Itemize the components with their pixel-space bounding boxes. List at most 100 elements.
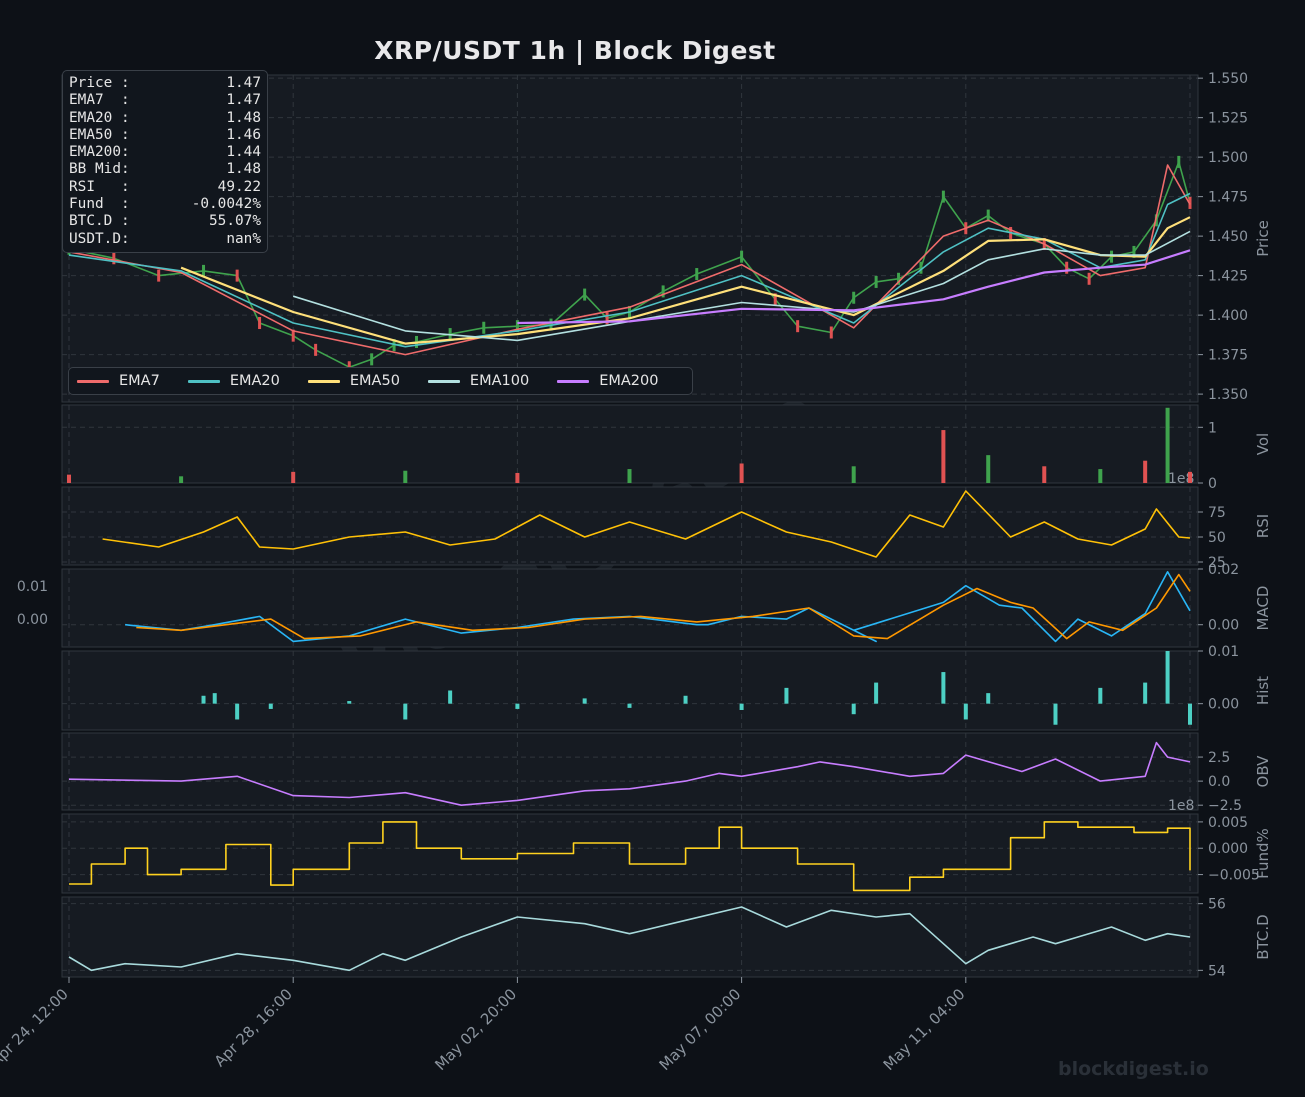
series-macd-line — [125, 571, 1191, 643]
volume-bar — [986, 455, 991, 483]
series-rsi-line — [102, 490, 1191, 558]
y-tick-label: 0.000 — [1208, 841, 1248, 857]
series-ema50-line — [180, 216, 1191, 345]
volume-bar — [739, 463, 744, 483]
hist-bar — [201, 695, 206, 704]
y-axis-label: OBV — [1254, 755, 1272, 788]
x-tick-label: Apr 28, 16:00 — [211, 985, 296, 1070]
volume-bar — [941, 430, 946, 483]
series-ema7-line — [68, 164, 1191, 356]
y-tick-label: 0.005 — [1208, 815, 1248, 831]
hist-bar — [515, 703, 520, 709]
panel-obv — [61, 732, 1199, 811]
ema-legend: EMA7 EMA20 EMA50 EMA100 EMA200 — [68, 367, 693, 395]
info-row-ema200: EMA200: 1.44 — [69, 144, 261, 161]
left-y-tick-label: 0.01 — [17, 579, 48, 595]
price-candle — [986, 209, 990, 222]
volume-bar — [1188, 471, 1192, 483]
hist-bar — [1098, 687, 1103, 704]
hist-bar — [627, 703, 632, 708]
y-tick-label: 0.02 — [1208, 562, 1239, 578]
y-tick-label: −2.5 — [1208, 798, 1242, 814]
y-tick-label: 1.425 — [1208, 269, 1248, 285]
x-tick-label: Apr 24, 12:00 — [0, 985, 72, 1070]
price-candle — [1087, 272, 1091, 285]
legend-item-ema20: EMA20 — [187, 373, 280, 389]
y-tick-label: 0.00 — [1208, 618, 1239, 634]
series-signal-line — [136, 573, 1191, 640]
y-tick-label: 54 — [1208, 963, 1226, 979]
x-tick-label: May 07, 00:00 — [656, 985, 745, 1074]
volume-bar — [627, 469, 632, 483]
volume-bar — [1165, 407, 1170, 483]
price-candle — [829, 326, 833, 339]
price-candle — [852, 291, 856, 304]
info-row-fund: Fund : -0.0042% — [69, 196, 261, 213]
y-tick-label: 0.01 — [1208, 644, 1239, 660]
price-candle — [773, 293, 777, 306]
y-tick-label: 75 — [1208, 505, 1226, 521]
y-tick-label: 1.475 — [1208, 190, 1248, 206]
y-tick-label: 1 — [1208, 420, 1217, 436]
info-row-price: Price :1.47 — [69, 75, 261, 91]
y-tick-label: 1.500 — [1208, 150, 1248, 166]
hist-bar — [874, 682, 879, 704]
y-axis-label: MACD — [1254, 586, 1272, 631]
y-tick-label: 1.375 — [1208, 348, 1248, 364]
y-axis-label: Hist — [1254, 676, 1272, 705]
price-candle — [1132, 245, 1136, 258]
hist-bar — [235, 703, 240, 720]
y-tick-label: 56 — [1208, 897, 1226, 913]
axis-exponent: 1e8 — [1168, 798, 1194, 814]
hist-bar — [683, 695, 688, 704]
y-axis-label: Vol — [1254, 433, 1272, 455]
x-tick-label: May 02, 20:00 — [431, 985, 520, 1074]
price-candle — [941, 190, 945, 203]
price-candle — [202, 264, 206, 277]
hist-bar — [403, 703, 408, 720]
y-axis-label: Fund% — [1254, 828, 1272, 879]
hist-bar — [851, 703, 856, 715]
axis-exponent: 1e8 — [1168, 471, 1194, 487]
legend-item-ema7: EMA7 — [77, 373, 160, 389]
hist-bar — [784, 687, 789, 704]
hist-bar — [448, 690, 453, 704]
indicator-info-box: Price :1.47 EMA7 :1.47 EMA20 :1.48 EMA50… — [62, 70, 268, 253]
legend-item-ema100: EMA100 — [427, 373, 529, 389]
volume-bar — [1098, 469, 1103, 483]
volume-bar — [403, 470, 408, 483]
series-btcd-line — [68, 906, 1191, 972]
series-funding-line — [69, 821, 1191, 892]
panel-hist — [61, 650, 1199, 731]
y-tick-label: −0.005 — [1208, 868, 1260, 884]
chart-title: XRP/USDT 1h | Block Digest — [374, 36, 776, 65]
volume-bar — [1042, 466, 1047, 483]
price-candle — [515, 320, 519, 333]
info-row-ema50: EMA50 :1.46 — [69, 126, 261, 143]
legend-item-ema200: EMA200 — [557, 373, 658, 389]
price-candle — [291, 329, 295, 342]
panel-btcd — [61, 896, 1199, 978]
y-tick-label: 2.5 — [1208, 750, 1230, 766]
y-axis-label: RSI — [1254, 514, 1272, 538]
hist-bar — [1188, 703, 1192, 725]
hist-bar — [268, 703, 273, 709]
y-tick-label: 0.00 — [1208, 697, 1239, 713]
info-row-btcd: BTC.D :55.07% — [69, 213, 261, 230]
hist-bar — [347, 701, 352, 704]
info-row-ema7: EMA7 :1.47 — [69, 92, 261, 109]
volume-bar — [1143, 460, 1148, 483]
y-tick-label: 1.400 — [1208, 308, 1248, 324]
info-row-bb-mid: BB Mid: 1.48 — [69, 161, 261, 178]
hist-bar — [212, 693, 217, 704]
left-y-tick-label: 0.00 — [17, 612, 48, 628]
price-candle — [370, 353, 374, 366]
y-tick-label: 0 — [1208, 476, 1217, 492]
series-ema200-line — [517, 249, 1191, 325]
y-axis-label: Price — [1254, 220, 1272, 257]
y-tick-label: 25 — [1208, 555, 1226, 571]
y-tick-label: 1.450 — [1208, 229, 1248, 245]
y-axis-label: BTC.D — [1254, 914, 1272, 959]
volume-bar — [179, 476, 184, 483]
